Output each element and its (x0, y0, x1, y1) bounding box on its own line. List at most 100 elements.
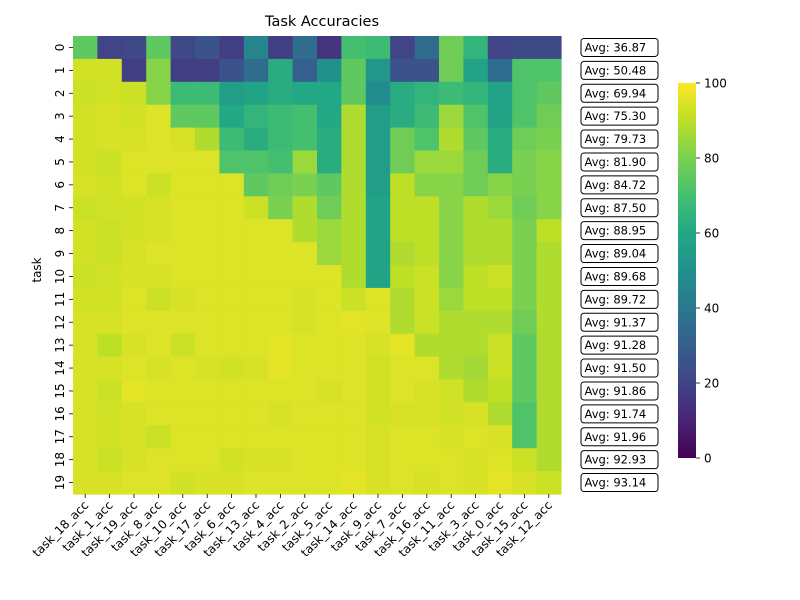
row-average-box (580, 129, 659, 149)
heatmap-cell (121, 196, 147, 220)
heatmap-cell (73, 219, 98, 243)
heatmap-cell (219, 310, 245, 335)
heatmap-cell (317, 356, 342, 381)
heatmap-cell (268, 36, 294, 60)
heatmap-cell (121, 356, 147, 381)
row-average-label: Avg: 91.86 (585, 384, 647, 398)
heatmap-cell (341, 448, 367, 472)
heatmap-cell (292, 356, 318, 381)
heatmap-cell (512, 333, 538, 358)
heatmap-cell (73, 356, 98, 381)
heatmap-cell (73, 425, 98, 449)
y-axis-label: task (30, 257, 44, 282)
heatmap-cell (365, 333, 391, 358)
heatmap-cell (536, 402, 562, 426)
y-tick-label: 18 (53, 452, 67, 467)
heatmap-cell (365, 356, 391, 381)
row-average-box (580, 60, 659, 80)
heatmap-cell (219, 425, 245, 449)
heatmap-cell (341, 287, 367, 312)
heatmap-cell (195, 219, 220, 243)
heatmap-cell (121, 448, 147, 472)
heatmap-cell (243, 242, 269, 266)
heatmap-cell (487, 127, 513, 152)
row-average-box (580, 335, 659, 355)
heatmap-cell (439, 310, 464, 335)
heatmap-cell (146, 104, 172, 129)
heatmap-cell (536, 196, 562, 220)
heatmap-cell (341, 310, 367, 335)
heatmap-cell (121, 242, 147, 266)
heatmap-cell (536, 379, 562, 403)
heatmap-cell (292, 104, 318, 129)
row-average-box (580, 312, 659, 332)
heatmap-cell (463, 471, 489, 495)
heatmap-cell (170, 287, 196, 312)
heatmap-cell (463, 219, 489, 243)
heatmap-cell (292, 127, 318, 152)
heatmap-cell (268, 150, 294, 174)
heatmap-cell (365, 219, 391, 243)
row-average-box (580, 198, 659, 218)
heatmap-cell (463, 333, 489, 358)
heatmap-cell (146, 58, 172, 83)
heatmap-cell (317, 265, 342, 289)
heatmap-cell (219, 150, 245, 174)
heatmap-cell (243, 150, 269, 174)
row-average-box (580, 83, 659, 103)
heatmap-cell (512, 173, 538, 197)
heatmap-cell (414, 471, 440, 495)
heatmap-cell (268, 265, 294, 289)
heatmap-cell (341, 58, 367, 83)
heatmap-cell (317, 150, 342, 174)
heatmap-cell (121, 36, 147, 60)
heatmap-cell (414, 242, 440, 266)
row-average-box (580, 358, 659, 378)
heatmap-cell (487, 219, 513, 243)
heatmap-cell (536, 333, 562, 358)
heatmap-cell (243, 219, 269, 243)
heatmap-cell (243, 310, 269, 335)
heatmap-cell (170, 58, 196, 83)
heatmap-cell (487, 150, 513, 174)
heatmap-cell (268, 287, 294, 312)
heatmap-cell (536, 425, 562, 449)
heatmap-cell (463, 425, 489, 449)
heatmap-cell (365, 196, 391, 220)
heatmap-cell (365, 242, 391, 266)
heatmap-cell (487, 58, 513, 83)
heatmap-cell (243, 287, 269, 312)
heatmap-cell (487, 310, 513, 335)
heatmap-cell (439, 219, 464, 243)
heatmap-cell (439, 265, 464, 289)
row-average-label: Avg: 81.90 (585, 155, 647, 169)
heatmap-cell (195, 333, 220, 358)
heatmap-cell (195, 127, 220, 152)
heatmap-cell (97, 196, 123, 220)
y-tick-label: 19 (53, 475, 67, 490)
heatmap-cell (439, 150, 464, 174)
heatmap-cell (219, 379, 245, 403)
row-average-label: Avg: 89.68 (585, 269, 647, 283)
heatmap-cell (268, 81, 294, 106)
heatmap-cell (365, 310, 391, 335)
heatmap-cell (487, 471, 513, 495)
heatmap-cell (121, 333, 147, 358)
heatmap-cell (219, 58, 245, 83)
heatmap-cell (73, 471, 98, 495)
heatmap-cell (317, 310, 342, 335)
heatmap-cell (292, 36, 318, 60)
heatmap-cell (268, 127, 294, 152)
heatmap-cell (219, 81, 245, 106)
heatmap-cell (536, 127, 562, 152)
heatmap-cell (390, 333, 416, 358)
heatmap-cell (73, 81, 98, 106)
y-tick-label: 5 (53, 158, 67, 166)
heatmap-cell (512, 58, 538, 83)
y-tick-label: 2 (53, 89, 67, 97)
heatmap-cell (365, 36, 391, 60)
heatmap-cell (121, 127, 147, 152)
heatmap-cell (146, 471, 172, 495)
heatmap-cell (317, 448, 342, 472)
heatmap-cell (195, 196, 220, 220)
